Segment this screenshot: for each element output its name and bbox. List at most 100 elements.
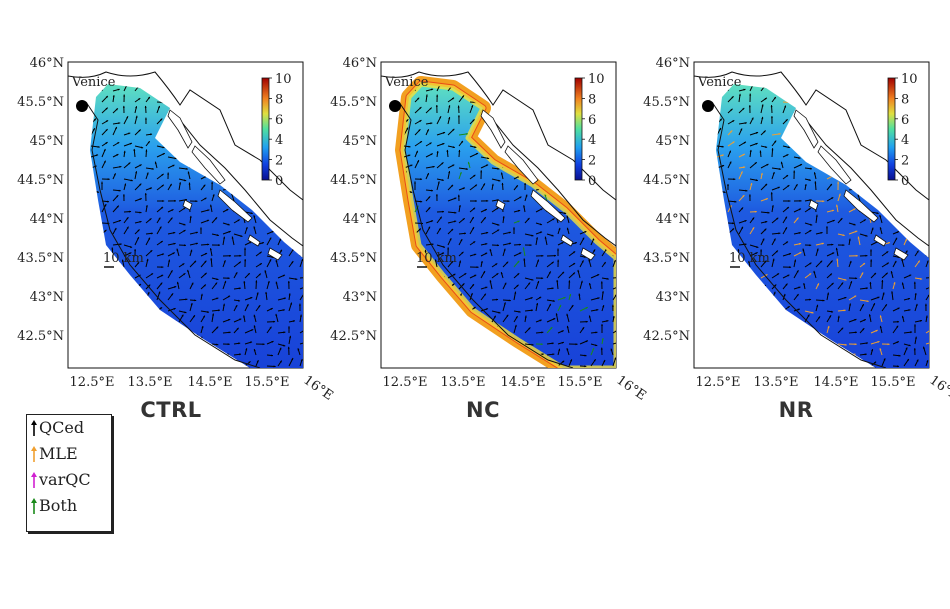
lat-tick-label: 42.5°N	[643, 329, 690, 344]
lat-tick-label: 46°N	[343, 56, 377, 71]
lon-tick-label: 14.5°E	[501, 375, 546, 390]
croatian-coastline	[492, 119, 616, 247]
legend: QCed MLE varQC Both	[26, 414, 112, 532]
legend-label-mle: MLE	[39, 444, 78, 463]
lat-tick-label: 44.5°N	[643, 173, 690, 188]
lat-tick-label: 44.5°N	[330, 173, 377, 188]
island	[217, 189, 253, 223]
lat-tick-label: 43°N	[30, 290, 64, 305]
colorbar-tick-label: 0	[901, 174, 909, 189]
legend-label-varqc: varQC	[39, 470, 91, 489]
lon-tick-label: 12.5°E	[383, 375, 428, 390]
lon-tick-label: 16°E	[926, 373, 950, 404]
city-label: Venice	[71, 75, 116, 90]
croatian-coastline	[805, 119, 929, 247]
lon-tick-label: 13.5°E	[441, 375, 486, 390]
colorbar-tick-label: 0	[588, 174, 596, 189]
italian-coastline	[711, 101, 887, 368]
colorbar	[574, 77, 583, 181]
lat-tick-label: 43°N	[343, 290, 377, 305]
colorbar-tick-label: 8	[275, 92, 283, 107]
panel-caption-ctrl: CTRL	[140, 398, 202, 422]
legend-label-qced: QCed	[39, 418, 85, 437]
island	[580, 247, 596, 261]
lon-tick-label: 16°E	[300, 373, 335, 404]
lon-tick-label: 12.5°E	[70, 375, 115, 390]
panel-caption-nc: NC	[466, 398, 500, 422]
legend-item-mle: MLE	[27, 441, 111, 467]
colorbar-tick-label: 2	[275, 154, 283, 169]
lat-tick-label: 44.5°N	[17, 173, 64, 188]
colorbar-tick-label: 4	[588, 133, 596, 148]
colorbar-tick-label: 10	[275, 72, 292, 87]
lat-tick-label: 46°N	[30, 56, 64, 71]
colorbar-tick-label: 2	[901, 154, 909, 169]
colorbar	[887, 77, 896, 181]
black-arrow-icon	[31, 420, 37, 436]
colorbar-tick-label: 6	[901, 113, 909, 128]
lat-tick-label: 43.5°N	[643, 251, 690, 266]
colorbar-tick-label: 6	[275, 113, 283, 128]
island	[495, 199, 506, 211]
colorbar-tick-label: 4	[275, 133, 283, 148]
lon-tick-label: 16°E	[613, 373, 648, 404]
lat-tick-label: 45.5°N	[330, 95, 377, 110]
island	[873, 234, 887, 247]
venice-marker	[702, 100, 714, 112]
island	[817, 145, 852, 185]
city-label: Venice	[697, 75, 742, 90]
island	[504, 145, 539, 185]
lat-tick-label: 44°N	[343, 212, 377, 227]
lat-tick-label: 45°N	[30, 134, 64, 149]
sea-area	[90, 84, 303, 368]
sea-area	[716, 84, 929, 368]
colorbar-tick-label: 2	[588, 154, 596, 169]
colorbar-tick-label: 8	[588, 92, 596, 107]
lat-tick-label: 45°N	[343, 134, 377, 149]
island	[191, 145, 226, 185]
italian-coastline	[398, 101, 574, 368]
lon-tick-label: 14.5°E	[188, 375, 233, 390]
lon-tick-label: 13.5°E	[128, 375, 173, 390]
map-panel-nc: Venice 10 km 46°N 45.5°N 45°N 44.5°N 44°N 43.5°…	[330, 50, 649, 404]
island	[247, 234, 261, 247]
scale-label: 10 km	[103, 251, 144, 266]
italian-coastline	[85, 101, 261, 368]
legend-item-varqc: varQC	[27, 467, 111, 493]
map-svg: Venice 10 km 46°N 45.5°N 45°N 44.5°N 44°N 43.5°…	[330, 56, 649, 404]
lon-tick-label: 15.5°E	[871, 375, 916, 390]
croatian-coastline	[179, 119, 303, 247]
lat-tick-label: 42.5°N	[17, 329, 64, 344]
lat-tick-label: 44°N	[656, 212, 690, 227]
lon-tick-label: 15.5°E	[558, 375, 603, 390]
city-label: Venice	[384, 75, 429, 90]
island	[267, 247, 283, 261]
colorbar-tick-label: 6	[588, 113, 596, 128]
lon-tick-label: 15.5°E	[245, 375, 290, 390]
panel-caption-nr: NR	[778, 398, 814, 422]
island	[893, 247, 909, 261]
venice-marker	[76, 100, 88, 112]
lat-tick-label: 43°N	[656, 290, 690, 305]
green-arrow-icon	[31, 498, 37, 514]
lat-tick-label: 45.5°N	[17, 95, 64, 110]
island	[808, 199, 819, 211]
orange-arrow-icon	[31, 446, 37, 462]
colorbar-tick-label: 10	[588, 72, 605, 87]
colorbar-tick-label: 4	[901, 133, 909, 148]
legend-label-both: Both	[39, 496, 78, 515]
lat-tick-label: 45.5°N	[643, 95, 690, 110]
lon-tick-label: 13.5°E	[754, 375, 799, 390]
magenta-arrow-icon	[31, 472, 37, 488]
lat-tick-label: 42.5°N	[330, 329, 377, 344]
island	[530, 189, 566, 223]
island	[793, 109, 819, 149]
map-svg: Venice 10 km 46°N 45.5°N 45°N 44.5°N 44°N 43.5°…	[643, 56, 950, 404]
map-panel-ctrl: Venice 10 km 46°N 45.5°N 45°N 44.5°N 44°N 43.5°…	[17, 50, 336, 404]
map-panel-nr: Venice 10 km 46°N 45.5°N 45°N 44.5°N 44°N 43.5°…	[643, 50, 950, 404]
island	[480, 109, 506, 149]
colorbar-tick-label: 0	[275, 174, 283, 189]
lat-tick-label: 43.5°N	[330, 251, 377, 266]
scale-label: 10 km	[416, 251, 457, 266]
map-svg: Venice 10 km 46°N 45.5°N 45°N 44.5°N 44°N 43.5°…	[17, 56, 336, 404]
